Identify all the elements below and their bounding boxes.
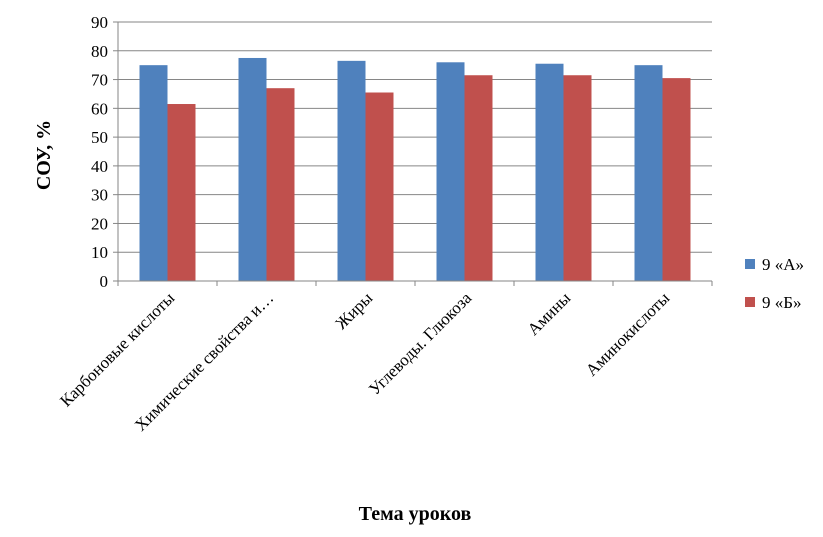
x-category-label: Амины	[524, 288, 575, 339]
legend-label: 9 «А»	[762, 255, 804, 274]
bar-b	[365, 92, 394, 281]
y-tick-label: 20	[91, 214, 108, 233]
x-category-label: Аминокислоты	[582, 288, 674, 380]
legend-swatch	[745, 297, 755, 307]
bar-a	[634, 65, 663, 282]
x-axis-label: Тема уроков	[359, 503, 472, 525]
bar-a	[535, 63, 564, 281]
y-tick-label: 60	[91, 99, 108, 118]
bar-b	[662, 78, 691, 281]
bar-b	[167, 104, 196, 282]
y-tick-labels: 0 10 20 30 40 50 60 70 80 90	[91, 13, 108, 291]
y-tick-label: 80	[91, 42, 108, 61]
bar-b	[563, 75, 592, 281]
gridlines	[118, 21, 712, 253]
bar-a	[436, 62, 465, 282]
bar-b	[464, 75, 493, 281]
y-tick-label: 70	[91, 71, 108, 90]
bar-a	[139, 65, 168, 282]
y-tick-label: 90	[91, 13, 108, 32]
axes	[113, 21, 713, 286]
bar-a	[238, 57, 267, 281]
legend-label: 9 «Б»	[762, 293, 802, 312]
legend-swatch	[745, 259, 755, 269]
y-axis-label: СОУ, %	[33, 120, 55, 190]
y-tick-label: 0	[100, 272, 109, 291]
bars	[139, 57, 691, 282]
y-tick-label: 50	[91, 128, 108, 147]
y-tick-label: 30	[91, 186, 108, 205]
x-category-label: Жиры	[332, 288, 377, 333]
legend: 9 «А» 9 «Б»	[745, 255, 804, 312]
y-tick-label: 40	[91, 157, 108, 176]
x-category-label: Углеводы. Глюкоза	[365, 288, 476, 399]
y-tick-label: 10	[91, 243, 108, 262]
bar-b	[266, 88, 295, 281]
bar-a	[337, 60, 366, 281]
